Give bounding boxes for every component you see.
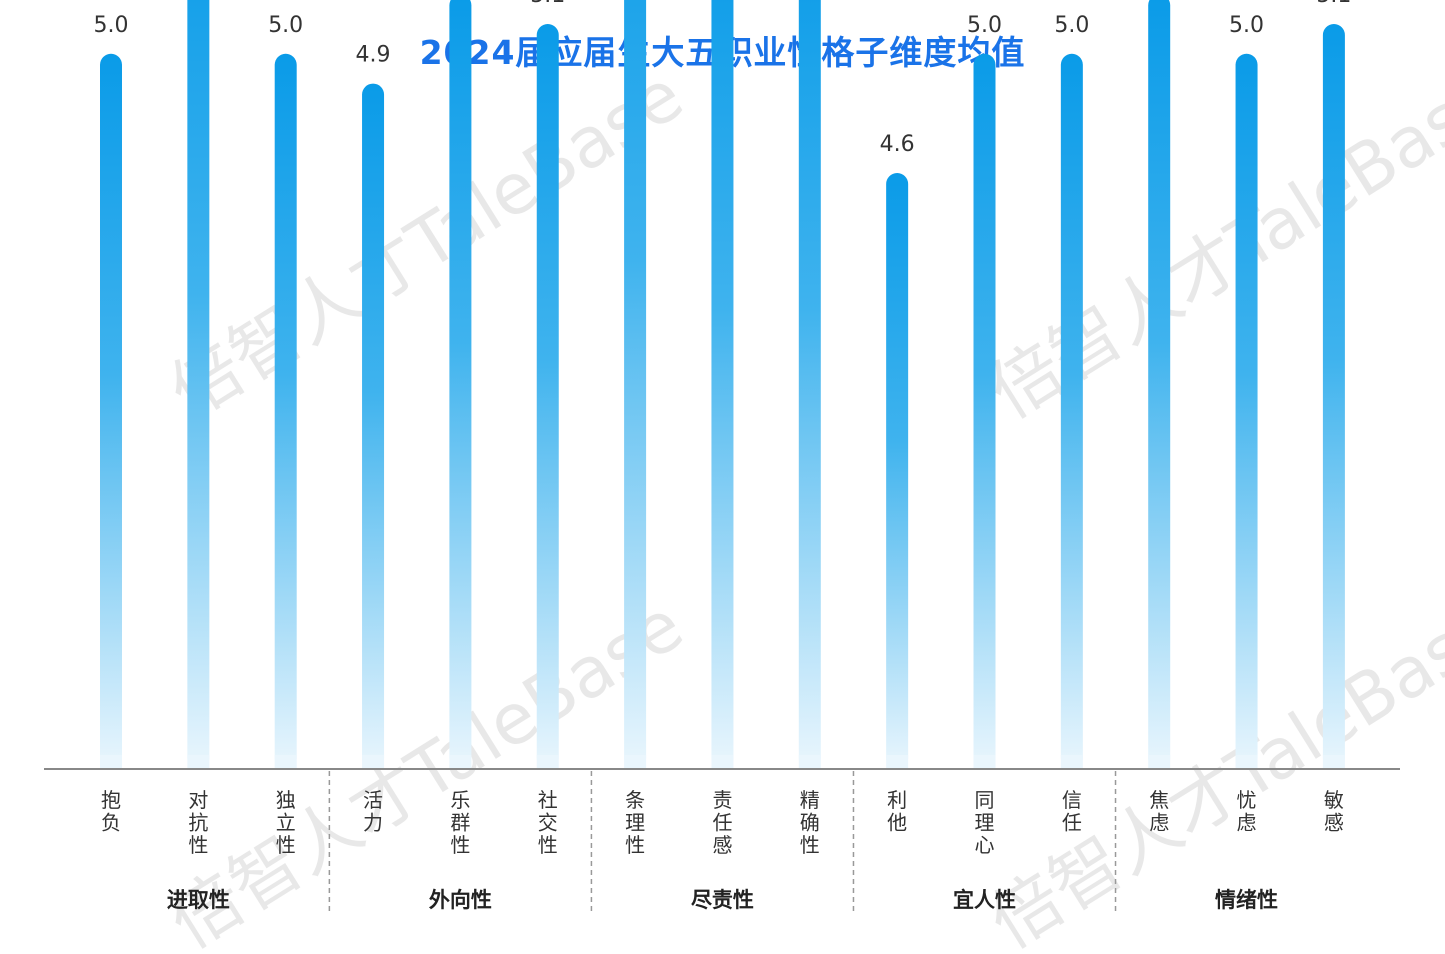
bar-责任感 xyxy=(711,0,734,769)
bar-社交性 xyxy=(536,24,559,769)
bar-base xyxy=(1148,755,1171,769)
bar-敏感 xyxy=(1322,24,1345,769)
bar-抱负 xyxy=(100,53,122,770)
category-label: 乐群性 xyxy=(450,788,470,857)
bar-信任 xyxy=(1060,53,1083,770)
group-label: 尽责性 xyxy=(691,888,754,912)
category-label: 焦虑 xyxy=(1149,788,1169,835)
bar-base xyxy=(886,755,909,769)
bar-base xyxy=(624,755,647,769)
value-label: 5.1 xyxy=(530,0,565,8)
bar-base xyxy=(362,755,385,769)
category-label: 信任 xyxy=(1062,788,1082,835)
value-label: 5.0 xyxy=(1229,13,1264,38)
watermark-text: 倍智人才TaleBase xyxy=(976,54,1445,435)
bar-活力 xyxy=(362,83,385,770)
bar-焦虑 xyxy=(1148,0,1171,769)
watermark-text: 倍智人才TaleBase xyxy=(156,54,697,435)
value-label: 4.9 xyxy=(356,43,391,68)
bar-base xyxy=(798,755,821,769)
bar-同理心 xyxy=(973,53,996,770)
category-label: 利他 xyxy=(887,788,907,835)
bar-乐群性 xyxy=(449,0,472,769)
category-label: 精确性 xyxy=(800,788,820,857)
group-label: 外向性 xyxy=(429,888,492,912)
bar-base xyxy=(449,755,472,769)
bar-base xyxy=(1235,755,1258,769)
category-label: 对抗性 xyxy=(188,788,208,857)
category-label: 社交性 xyxy=(538,788,558,857)
bar-利他 xyxy=(886,173,909,769)
bar-base xyxy=(1322,755,1345,769)
bar-base xyxy=(100,755,122,769)
group-label: 宜人性 xyxy=(953,888,1016,912)
bar-base xyxy=(187,755,210,769)
category-label: 条理性 xyxy=(625,788,645,857)
bar-条理性 xyxy=(624,0,647,769)
value-label: 5.1 xyxy=(1316,0,1351,8)
bar-base xyxy=(274,755,297,769)
category-label: 责任感 xyxy=(712,788,732,857)
group-label: 情绪性 xyxy=(1215,888,1278,912)
value-label: 5.0 xyxy=(94,13,129,38)
value-label: 5.0 xyxy=(967,13,1002,38)
value-label: 5.0 xyxy=(268,13,303,38)
bar-base xyxy=(711,755,734,769)
category-label: 独立性 xyxy=(276,788,296,857)
category-label: 抱负 xyxy=(101,788,121,835)
group-label: 进取性 xyxy=(167,888,230,912)
bar-独立性 xyxy=(274,53,297,770)
value-label: 4.6 xyxy=(880,132,915,157)
bar-base xyxy=(536,755,559,769)
category-label: 同理心 xyxy=(975,788,995,857)
bar-精确性 xyxy=(798,0,821,769)
bar-对抗性 xyxy=(187,0,210,769)
bar-base xyxy=(973,755,996,769)
bar-base xyxy=(1060,755,1083,769)
bar-忧虑 xyxy=(1235,53,1258,770)
category-label: 敏感 xyxy=(1324,788,1344,835)
category-label: 忧虑 xyxy=(1237,788,1257,835)
category-label: 活力 xyxy=(363,788,383,835)
value-label: 5.0 xyxy=(1054,13,1089,38)
